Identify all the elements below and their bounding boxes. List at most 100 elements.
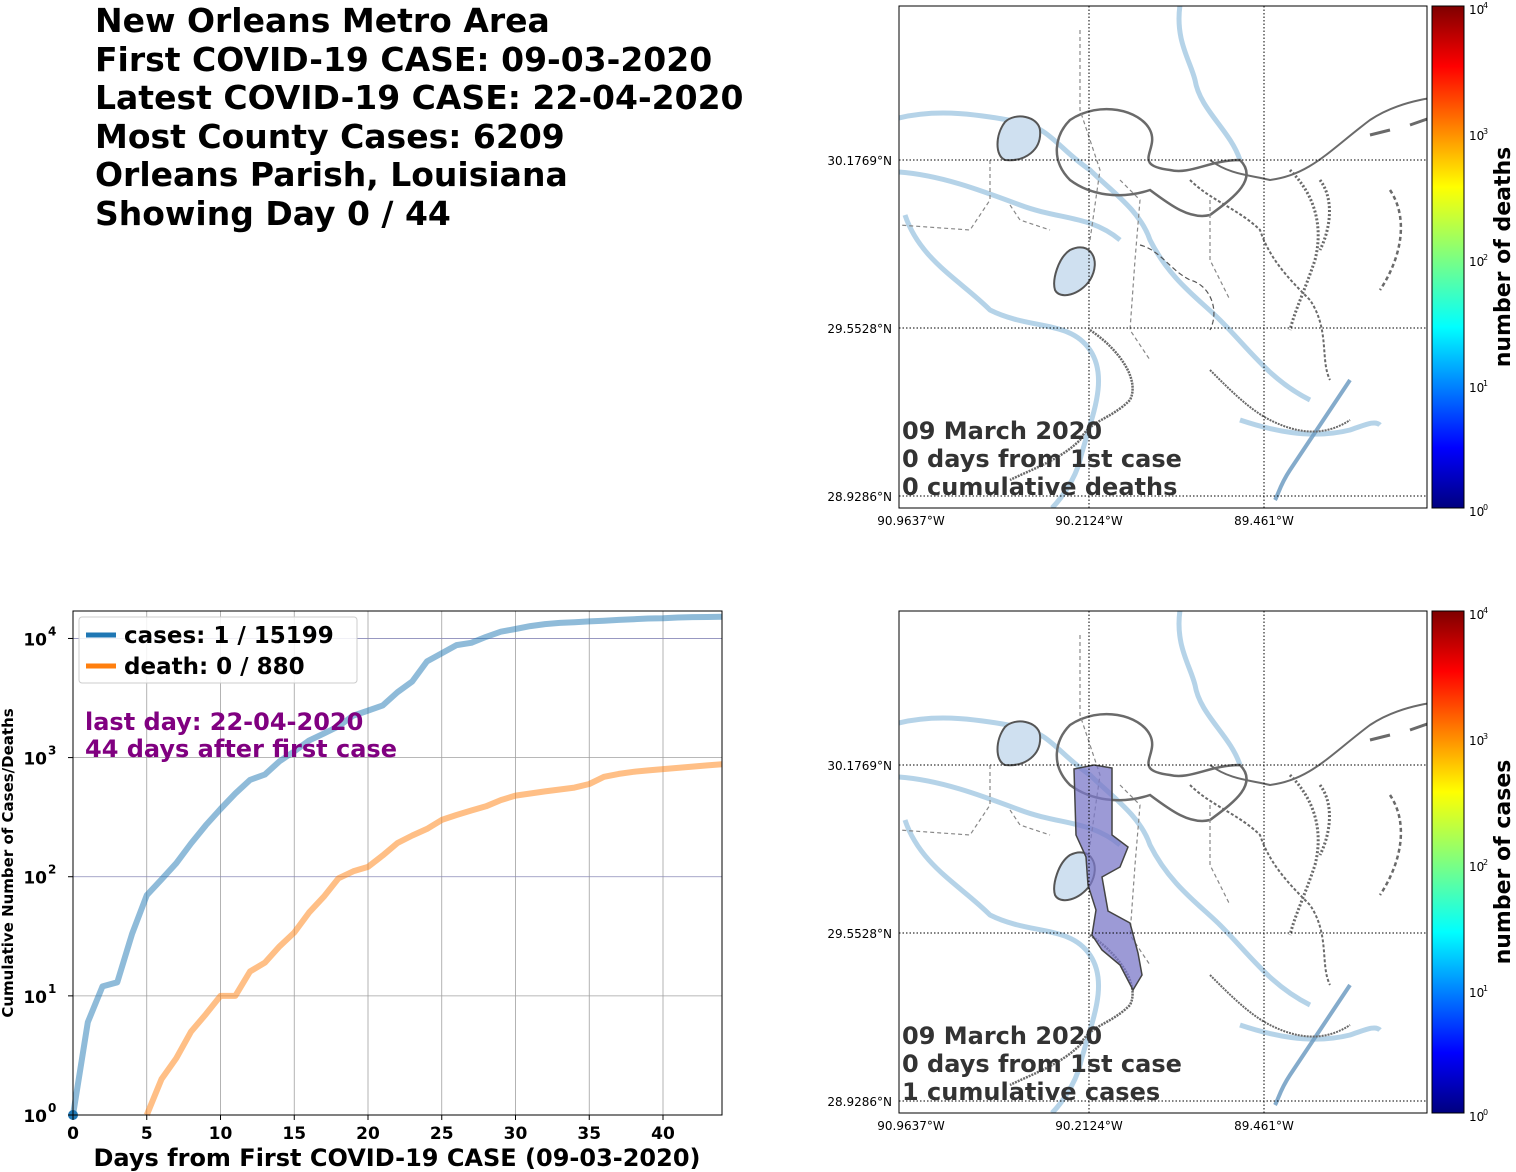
x-tick-label: 20 bbox=[356, 1124, 380, 1144]
y-tick-label: 10 bbox=[23, 988, 47, 1008]
chart-plot-frame bbox=[72, 610, 723, 1116]
deaths-map-date: 09 March 2020 bbox=[902, 417, 1102, 445]
title-line-county: Orleans Parish, Louisiana bbox=[95, 155, 568, 194]
title-line-latest-case: Latest COVID-19 CASE: 22-04-2020 bbox=[95, 78, 744, 117]
cases-colorbar-label: number of cases bbox=[1491, 760, 1516, 965]
cases-colorbar-tick-1e2: 102 bbox=[1469, 858, 1488, 874]
cases-map-days: 0 days from 1st case bbox=[902, 1050, 1182, 1078]
deaths-map-lon-label-1: 90.9637°W bbox=[877, 514, 945, 528]
chart-gridlines bbox=[72, 611, 722, 1116]
svg-text:10: 10 bbox=[1469, 505, 1484, 519]
deaths-map-geography bbox=[899, 6, 1427, 508]
y-tick-exponent: 2 bbox=[48, 863, 56, 877]
cases-map-lat-label-3: 28.9286°N bbox=[827, 1095, 892, 1109]
chart-annotation-last-day: last day: 22-04-2020 bbox=[85, 708, 363, 736]
svg-text:2: 2 bbox=[1483, 253, 1488, 262]
deaths-colorbar-tick-1e3: 103 bbox=[1469, 127, 1488, 143]
svg-text:3: 3 bbox=[1483, 732, 1488, 741]
x-tick-label: 10 bbox=[209, 1124, 233, 1144]
deaths-map-panel: 30.1769°N 29.5528°N 28.9286°N 90.9637°W … bbox=[827, 1, 1516, 528]
title-line-most-cases: Most County Cases: 6209 bbox=[95, 116, 565, 156]
chart-series-lines bbox=[68, 613, 723, 1120]
series-line-cases bbox=[70, 613, 723, 1116]
y-tick-label: 10 bbox=[23, 869, 47, 889]
chart-x-axis-label: Days from First COVID-19 CASE (09-03-202… bbox=[94, 1144, 701, 1172]
deaths-colorbar-tick-1e0: 100 bbox=[1469, 503, 1488, 519]
x-tick-label: 15 bbox=[282, 1124, 306, 1144]
cases-colorbar-tick-1e4: 104 bbox=[1469, 606, 1488, 622]
x-tick-label: 5 bbox=[141, 1124, 153, 1144]
chart-annotation-days-after: 44 days after first case bbox=[85, 735, 397, 763]
y-tick-label: 10 bbox=[23, 750, 47, 770]
title-block: New Orleans Metro Area First COVID-19 CA… bbox=[95, 1, 744, 233]
svg-text:2: 2 bbox=[1483, 858, 1488, 867]
chart-x-ticks: 0 5 10 15 20 25 30 35 40 bbox=[67, 1115, 675, 1144]
cases-map-frame bbox=[898, 610, 1428, 1114]
y-tick-exponent: 1 bbox=[48, 982, 56, 996]
deaths-map-cumulative: 0 cumulative deaths bbox=[902, 473, 1177, 501]
svg-text:10: 10 bbox=[1469, 129, 1484, 143]
chart-y-axis-label: Cumulative Number of Cases/Deaths bbox=[0, 708, 17, 1017]
deaths-map-lat-label-3: 28.9286°N bbox=[827, 490, 892, 504]
x-tick-label: 25 bbox=[430, 1124, 454, 1144]
svg-text:4: 4 bbox=[1483, 1, 1488, 10]
deaths-colorbar-label: number of deaths bbox=[1491, 147, 1516, 368]
svg-text:4: 4 bbox=[1483, 606, 1488, 615]
svg-text:1: 1 bbox=[1483, 379, 1488, 388]
svg-text:10: 10 bbox=[1469, 986, 1484, 1000]
chart-legend-box bbox=[78, 616, 358, 684]
deaths-colorbar bbox=[1431, 5, 1465, 509]
deaths-map-annotation: 09 March 2020 0 days from 1st case 0 cum… bbox=[902, 417, 1182, 501]
cases-colorbar-tick-1e3: 103 bbox=[1469, 732, 1488, 748]
deaths-colorbar-tick-1e4: 104 bbox=[1469, 1, 1488, 17]
deaths-map-lat-label-2: 29.5528°N bbox=[827, 322, 892, 336]
cases-colorbar bbox=[1431, 610, 1465, 1114]
title-line-first-case: First COVID-19 CASE: 09-03-2020 bbox=[95, 39, 713, 79]
deaths-colorbar-ticks: 104 103 102 101 100 bbox=[1469, 1, 1488, 519]
svg-text:0: 0 bbox=[1483, 503, 1488, 512]
x-tick-label: 40 bbox=[651, 1124, 675, 1144]
svg-text:10: 10 bbox=[1469, 3, 1484, 17]
cases-map-lon-label-3: 89.461°W bbox=[1234, 1119, 1294, 1133]
deaths-map-lat-label-1: 30.1769°N bbox=[827, 154, 892, 168]
deaths-map-lon-label-3: 89.461°W bbox=[1234, 514, 1294, 528]
chart-annotation: last day: 22-04-2020 44 days after first… bbox=[85, 708, 397, 763]
title-line-day-counter: Showing Day 0 / 44 bbox=[95, 193, 451, 233]
deaths-map-lon-label-2: 90.2124°W bbox=[1055, 514, 1123, 528]
x-tick-label: 35 bbox=[577, 1124, 601, 1144]
deaths-colorbar-tick-1e2: 102 bbox=[1469, 253, 1488, 269]
deaths-map-days: 0 days from 1st case bbox=[902, 445, 1182, 473]
svg-text:3: 3 bbox=[1483, 127, 1488, 136]
cases-colorbar-tick-1e1: 101 bbox=[1469, 984, 1488, 1000]
cases-map-orleans-highlight bbox=[1073, 764, 1143, 992]
y-tick-exponent: 0 bbox=[48, 1101, 56, 1115]
y-tick-exponent: 4 bbox=[48, 624, 56, 638]
y-tick-label: 10 bbox=[23, 1107, 47, 1127]
legend-label-deaths: death: 0 / 880 bbox=[124, 654, 305, 680]
svg-text:10: 10 bbox=[1469, 734, 1484, 748]
y-tick-exponent: 3 bbox=[48, 744, 56, 758]
cases-map-cumulative: 1 cumulative cases bbox=[902, 1078, 1160, 1106]
cases-map-lat-label-1: 30.1769°N bbox=[827, 759, 892, 773]
cases-colorbar-tick-1e0: 100 bbox=[1469, 1108, 1488, 1124]
deaths-map-frame bbox=[898, 5, 1428, 509]
cases-map-panel: 30.1769°N 29.5528°N 28.9286°N 90.9637°W … bbox=[827, 606, 1516, 1133]
chart-legend: cases: 1 / 15199 death: 0 / 880 bbox=[78, 616, 358, 684]
x-tick-label: 30 bbox=[504, 1124, 528, 1144]
svg-text:0: 0 bbox=[1483, 1108, 1488, 1117]
cases-map-date: 09 March 2020 bbox=[902, 1022, 1102, 1050]
cases-map-geography bbox=[899, 611, 1427, 1113]
cases-map-lon-label-2: 90.2124°W bbox=[1055, 1119, 1123, 1133]
legend-label-cases: cases: 1 / 15199 bbox=[124, 623, 334, 649]
title-line-metro: New Orleans Metro Area bbox=[95, 1, 550, 40]
cases-map-gridlines bbox=[899, 611, 1427, 1113]
cases-map-lon-label-1: 90.9637°W bbox=[877, 1119, 945, 1133]
svg-text:10: 10 bbox=[1469, 860, 1484, 874]
cases-map-annotation: 09 March 2020 0 days from 1st case 1 cum… bbox=[902, 1022, 1182, 1106]
deaths-colorbar-tick-1e1: 101 bbox=[1469, 379, 1488, 395]
deaths-map-gridlines bbox=[899, 6, 1427, 508]
x-tick-label: 0 bbox=[67, 1124, 79, 1144]
svg-text:10: 10 bbox=[1469, 608, 1484, 622]
